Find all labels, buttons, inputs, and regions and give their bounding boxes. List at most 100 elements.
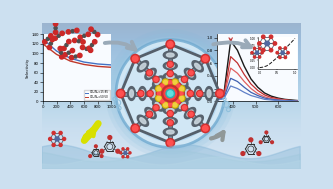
Circle shape bbox=[60, 31, 64, 36]
Circle shape bbox=[164, 87, 176, 100]
Polygon shape bbox=[137, 115, 149, 126]
Circle shape bbox=[75, 28, 79, 33]
Circle shape bbox=[43, 40, 47, 44]
Circle shape bbox=[160, 83, 166, 89]
Circle shape bbox=[157, 96, 161, 100]
Circle shape bbox=[116, 40, 224, 147]
Circle shape bbox=[133, 126, 138, 131]
Circle shape bbox=[203, 56, 208, 61]
Polygon shape bbox=[141, 90, 144, 97]
Circle shape bbox=[172, 79, 178, 85]
Circle shape bbox=[160, 98, 166, 104]
Polygon shape bbox=[163, 128, 177, 136]
Circle shape bbox=[78, 35, 82, 39]
Circle shape bbox=[255, 51, 259, 54]
Circle shape bbox=[167, 110, 173, 117]
Polygon shape bbox=[179, 102, 185, 108]
Circle shape bbox=[215, 89, 224, 98]
Circle shape bbox=[180, 87, 184, 91]
Circle shape bbox=[187, 91, 193, 97]
Circle shape bbox=[269, 35, 273, 39]
Circle shape bbox=[189, 112, 193, 116]
Circle shape bbox=[156, 91, 163, 97]
Circle shape bbox=[201, 54, 209, 63]
Circle shape bbox=[167, 42, 173, 47]
Polygon shape bbox=[207, 90, 211, 97]
Circle shape bbox=[120, 152, 122, 154]
Circle shape bbox=[172, 102, 178, 108]
Circle shape bbox=[251, 52, 253, 54]
Polygon shape bbox=[163, 62, 177, 70]
Circle shape bbox=[188, 70, 194, 76]
Circle shape bbox=[129, 152, 131, 154]
Circle shape bbox=[173, 103, 177, 107]
Circle shape bbox=[88, 48, 93, 53]
Circle shape bbox=[258, 56, 261, 58]
Circle shape bbox=[49, 42, 53, 45]
Circle shape bbox=[175, 98, 181, 104]
Circle shape bbox=[261, 48, 265, 52]
Circle shape bbox=[257, 152, 261, 155]
Circle shape bbox=[167, 140, 173, 146]
Polygon shape bbox=[150, 87, 157, 100]
Circle shape bbox=[182, 77, 186, 81]
Circle shape bbox=[157, 87, 161, 91]
Circle shape bbox=[182, 106, 186, 110]
Polygon shape bbox=[194, 87, 202, 100]
Circle shape bbox=[109, 33, 231, 154]
Circle shape bbox=[54, 26, 57, 30]
Circle shape bbox=[253, 56, 256, 58]
Circle shape bbox=[166, 89, 174, 98]
Polygon shape bbox=[184, 108, 196, 119]
Polygon shape bbox=[177, 76, 188, 87]
Polygon shape bbox=[139, 87, 146, 100]
Polygon shape bbox=[163, 117, 177, 125]
Circle shape bbox=[96, 33, 100, 37]
Circle shape bbox=[249, 138, 253, 142]
Polygon shape bbox=[148, 110, 154, 116]
Circle shape bbox=[253, 47, 256, 50]
Circle shape bbox=[188, 111, 194, 117]
Circle shape bbox=[176, 99, 180, 103]
Circle shape bbox=[80, 45, 85, 50]
Circle shape bbox=[148, 92, 152, 95]
Circle shape bbox=[162, 85, 179, 102]
Circle shape bbox=[138, 91, 144, 97]
Circle shape bbox=[74, 55, 77, 58]
Circle shape bbox=[163, 79, 168, 85]
Circle shape bbox=[271, 141, 273, 144]
Circle shape bbox=[279, 56, 281, 59]
Circle shape bbox=[57, 34, 60, 37]
Polygon shape bbox=[130, 90, 134, 97]
Polygon shape bbox=[155, 78, 161, 84]
Circle shape bbox=[166, 139, 174, 147]
Circle shape bbox=[284, 56, 287, 59]
Circle shape bbox=[62, 46, 66, 51]
Circle shape bbox=[181, 105, 187, 111]
Polygon shape bbox=[179, 78, 185, 84]
Circle shape bbox=[55, 137, 59, 141]
Circle shape bbox=[265, 41, 269, 46]
Circle shape bbox=[179, 92, 183, 95]
Circle shape bbox=[156, 95, 162, 101]
Circle shape bbox=[52, 131, 55, 134]
Polygon shape bbox=[177, 100, 188, 111]
Circle shape bbox=[178, 86, 185, 92]
Circle shape bbox=[122, 156, 124, 158]
Circle shape bbox=[49, 137, 52, 140]
Circle shape bbox=[122, 148, 124, 150]
Circle shape bbox=[164, 103, 167, 107]
Circle shape bbox=[258, 42, 261, 45]
Circle shape bbox=[49, 34, 53, 38]
Polygon shape bbox=[196, 90, 200, 97]
Circle shape bbox=[261, 35, 265, 39]
Polygon shape bbox=[166, 130, 174, 134]
Circle shape bbox=[181, 76, 187, 82]
Circle shape bbox=[168, 121, 172, 125]
Circle shape bbox=[198, 92, 202, 95]
Polygon shape bbox=[183, 87, 191, 100]
Polygon shape bbox=[153, 100, 164, 111]
Circle shape bbox=[73, 38, 77, 43]
Circle shape bbox=[166, 40, 174, 48]
Circle shape bbox=[85, 47, 88, 50]
